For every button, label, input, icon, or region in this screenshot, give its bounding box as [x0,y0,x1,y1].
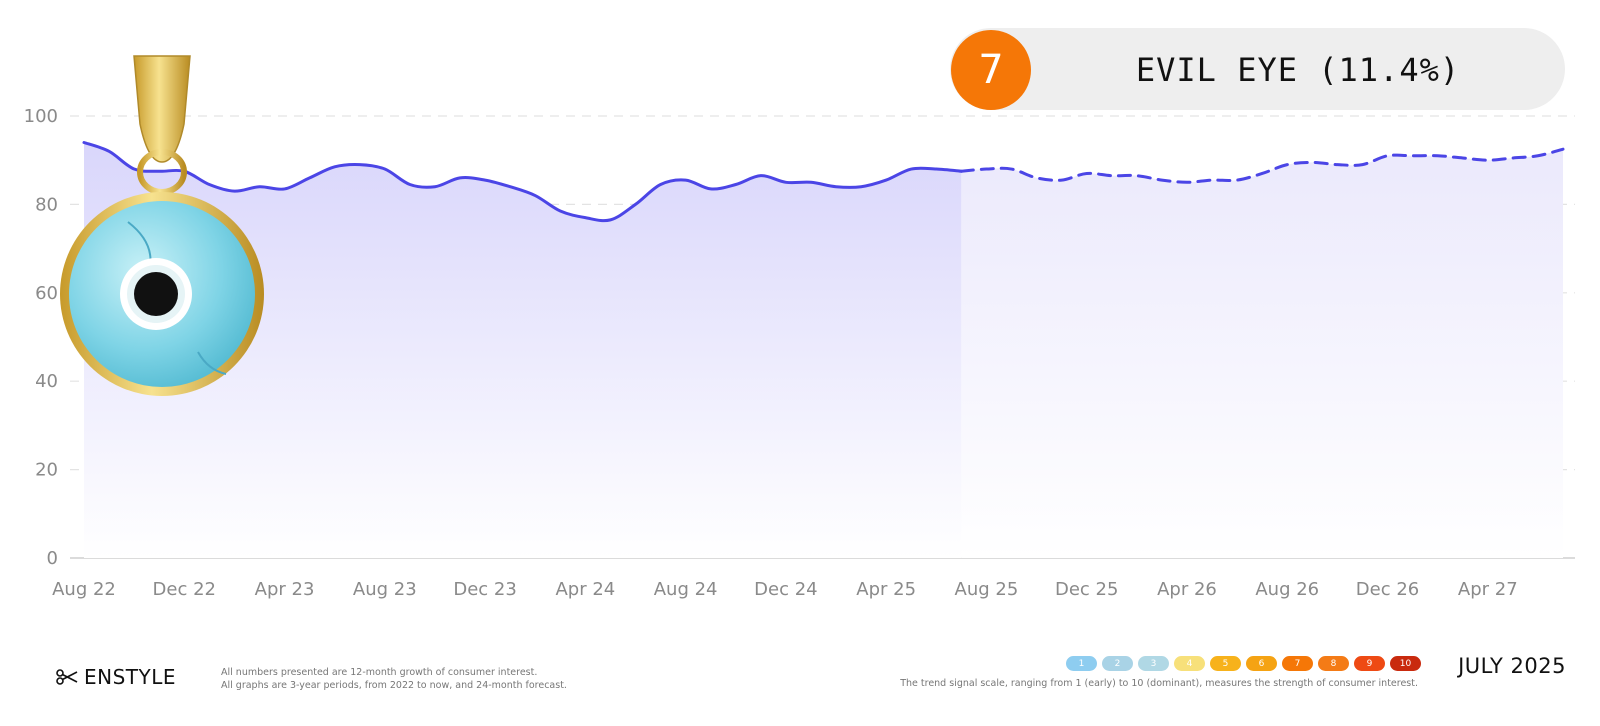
chart-areas [84,142,1563,558]
y-tick-label: 0 [47,548,58,569]
x-tick-label: Dec 22 [153,579,216,600]
x-tick-label: Apr 24 [555,579,615,600]
footnote-line-1: All numbers presented are 12-month growt… [221,667,538,678]
y-axis-ticks: 0 20 40 60 80 100 [24,106,58,569]
x-tick-label: Aug 25 [955,579,1019,600]
evil-eye-pendant-image [58,52,270,412]
actual-line [82,141,963,223]
scale-pill-5: 5 [1210,656,1241,671]
x-tick-label: Aug 24 [654,579,718,600]
brand-name: ENSTYLE [84,665,177,689]
y-tick-label: 80 [35,194,58,215]
actual-area [84,142,962,558]
x-tick-label: Dec 26 [1356,579,1419,600]
x-tick-label: Aug 22 [52,579,116,600]
scale-pill-10: 10 [1390,656,1421,671]
y-tick-label: 100 [24,106,58,127]
scale-pill-1: 1 [1066,656,1097,671]
trend-title: EVIL EYE (11.4%) [1135,51,1461,89]
scale-pill-2: 2 [1102,656,1133,671]
scale-pill-8: 8 [1318,656,1349,671]
x-tick-label: Aug 23 [353,579,417,600]
x-tick-label: Dec 23 [453,579,516,600]
x-tick-label: Apr 26 [1157,579,1217,600]
y-tick-label: 40 [35,371,58,392]
chart-lines [82,141,1565,223]
y-tick-label: 60 [35,283,58,304]
x-tick-label: Apr 25 [856,579,916,600]
brand-logo: ENSTYLE [56,664,176,690]
scissors-icon [56,669,78,685]
trend-rank-circle: 7 [951,30,1031,110]
x-tick-label: Aug 26 [1255,579,1319,600]
footnotes: All numbers presented are 12-month growt… [221,666,567,692]
scale-pill-7: 7 [1282,656,1313,671]
scale-pill-9: 9 [1354,656,1385,671]
trend-signal-scale: 1 2 3 4 5 6 7 8 9 10 [1066,656,1421,671]
x-tick-label: Dec 25 [1055,579,1118,600]
x-axis-ticks: Aug 22 Dec 22 Apr 23 Aug 23 Dec 23 Apr 24 Aug … [52,579,1518,600]
trend-chart: 0 20 40 60 80 100 Aug 22 Dec 22 Apr 23 Aug 23 Dec… [24,106,1575,600]
scale-note: The trend signal scale, ranging from 1 (… [900,678,1418,689]
report-date: JULY 2025 [1458,654,1566,678]
trend-badge [950,28,1565,110]
scale-pill-4: 4 [1174,656,1205,671]
x-tick-label: Dec 24 [754,579,817,600]
scale-pill-6: 6 [1246,656,1277,671]
forecast-area [961,149,1563,558]
x-tick-label: Apr 27 [1458,579,1518,600]
x-tick-label: Apr 23 [255,579,315,600]
scale-pill-3: 3 [1138,656,1169,671]
y-tick-label: 20 [35,460,58,481]
forecast-line [959,147,1565,184]
footnote-line-2: All graphs are 3-year periods, from 2022… [221,680,567,691]
